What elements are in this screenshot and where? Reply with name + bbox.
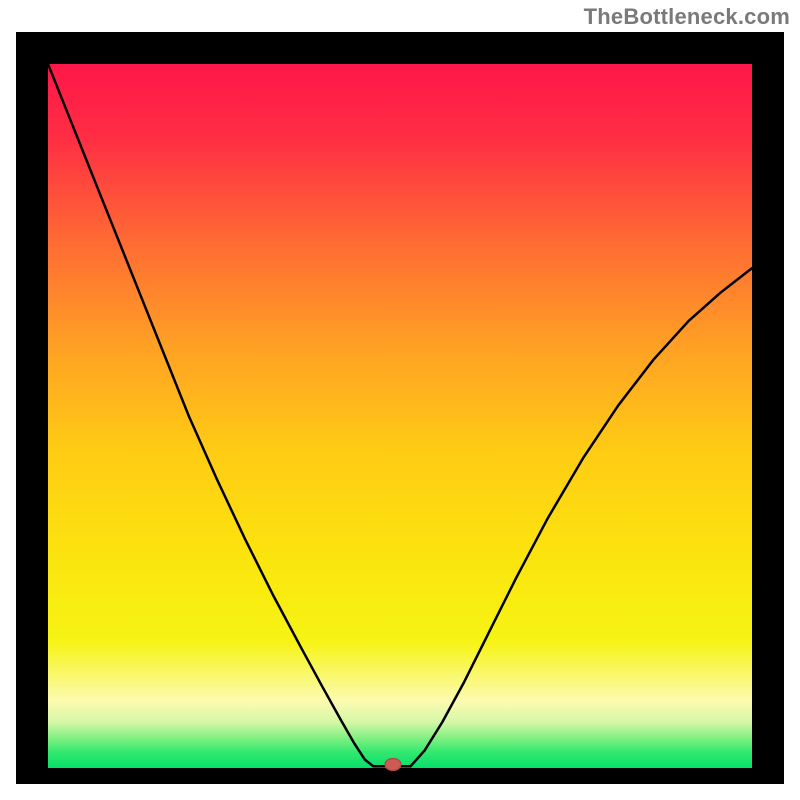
bottleneck-chart	[0, 0, 800, 800]
watermark-label: TheBottleneck.com	[584, 4, 790, 30]
optimal-point-marker	[385, 758, 401, 770]
plot-background	[48, 64, 752, 768]
chart-container: TheBottleneck.com	[0, 0, 800, 800]
